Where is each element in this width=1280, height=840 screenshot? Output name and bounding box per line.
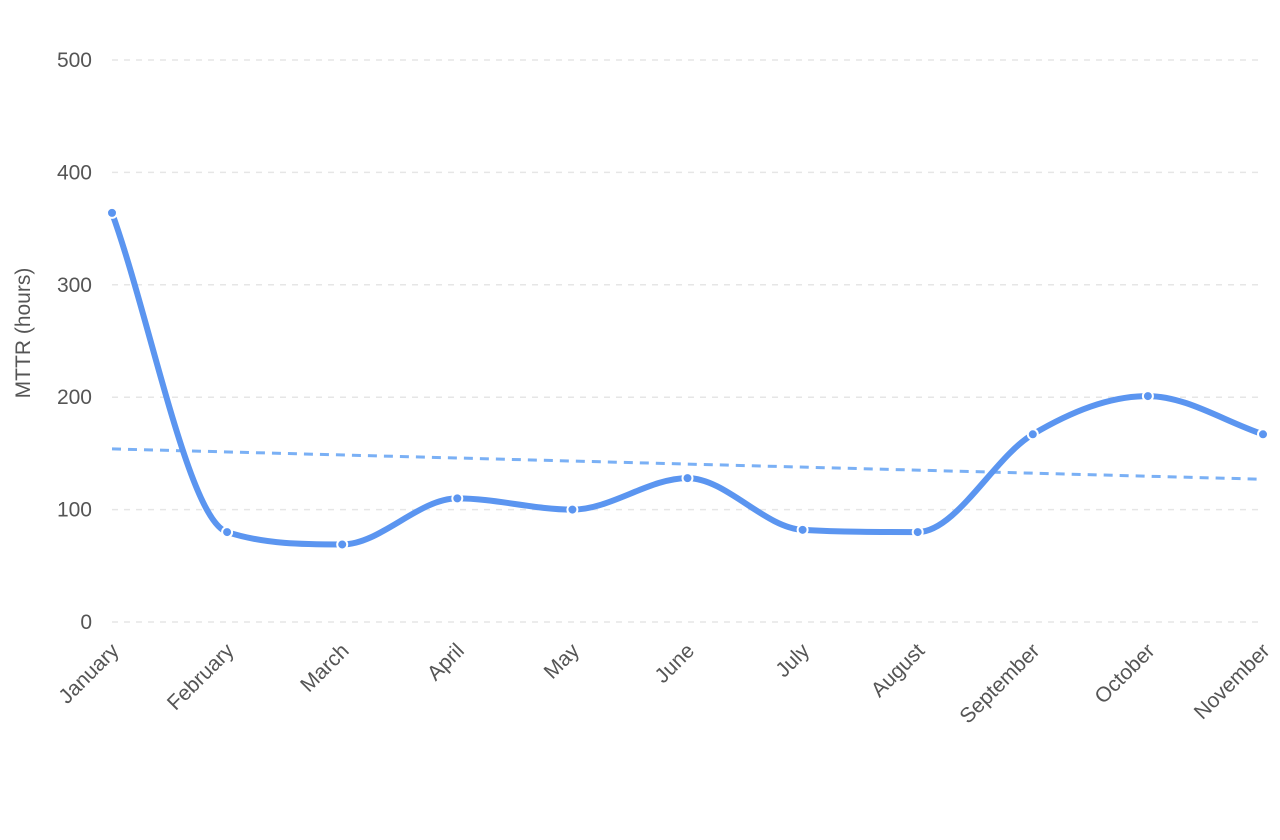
data-point[interactable] — [1141, 390, 1154, 403]
x-tick-label: October — [1090, 639, 1159, 708]
data-point[interactable] — [1257, 428, 1269, 441]
x-tick-label: June — [651, 639, 699, 687]
x-tick-label: July — [771, 639, 814, 682]
data-point[interactable] — [911, 526, 924, 539]
y-axis-ticks: 0 100 200 300 400 500 — [57, 49, 92, 634]
x-tick-label: March — [296, 639, 354, 697]
y-tick-label: 400 — [57, 161, 92, 184]
x-tick-label: May — [540, 639, 585, 684]
data-point[interactable] — [451, 492, 464, 505]
data-point[interactable] — [796, 523, 809, 536]
data-point[interactable] — [106, 206, 118, 219]
series-layer — [109, 209, 1266, 548]
x-tick-label: January — [54, 639, 123, 708]
y-tick-label: 200 — [57, 386, 92, 409]
data-point[interactable] — [681, 472, 694, 485]
data-point[interactable] — [221, 526, 234, 539]
x-tick-label: September — [955, 639, 1044, 728]
x-tick-label: August — [867, 639, 930, 702]
y-tick-label: 0 — [80, 611, 92, 634]
y-tick-label: 100 — [57, 499, 92, 522]
y-axis-title: MTTR (hours) — [12, 268, 35, 399]
y-tick-label: 300 — [57, 274, 92, 297]
data-point[interactable] — [1026, 428, 1039, 441]
data-point[interactable] — [566, 503, 579, 516]
x-axis-ticks: January February March April May June July Augu… — [54, 639, 1274, 728]
grid-lines — [112, 59, 1263, 623]
x-tick-label: November — [1190, 639, 1275, 724]
x-tick-label: February — [163, 639, 239, 715]
x-tick-label: April — [423, 639, 469, 685]
data-point[interactable] — [336, 538, 349, 551]
series-line — [109, 209, 1266, 548]
data-points — [106, 206, 1269, 551]
y-tick-label: 500 — [57, 49, 92, 72]
